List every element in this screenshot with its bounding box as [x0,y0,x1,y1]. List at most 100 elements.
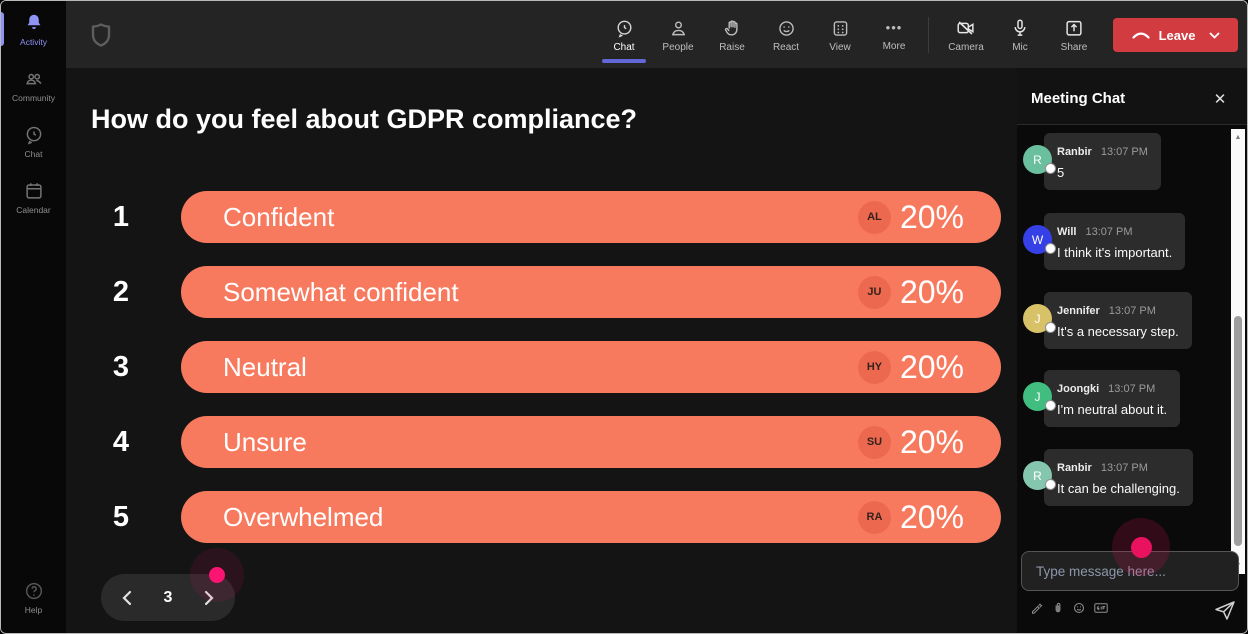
hang-up-icon [1131,32,1150,39]
help-icon [25,582,42,599]
send-message-icon[interactable] [1213,598,1237,622]
sender-name: Joongki [1057,383,1100,395]
poll-result-bar: Somewhat confident JU 20% [181,266,1001,318]
active-tab-underline [602,59,646,63]
scrollbar-thumb[interactable] [1234,316,1242,546]
close-icon[interactable]: ✕ [1213,91,1227,108]
voter-initials-badge: SU [857,425,891,459]
message-timestamp: 13:07 PM [1108,383,1156,395]
option-percentage: 20% [899,498,964,535]
meeting-toolbar: Chat People Raise [66,1,1247,68]
poll-question-title: How do you feel about GDPR compliance? [91,104,638,134]
tab-more[interactable]: ••• More [867,6,921,64]
shield-logo-icon [91,23,111,47]
sidebar-item-calendar[interactable]: Calendar [1,169,66,225]
calendar-icon [25,182,42,199]
gif-icon[interactable] [1094,602,1108,614]
emoji-icon[interactable] [1073,602,1085,614]
option-label: Overwhelmed [223,501,384,532]
message-bubble: Ranbir 13:07 PM It can be challenging. [1044,449,1193,506]
presence-status-dot [1045,479,1056,490]
participant-cursor-dot [1131,537,1152,558]
chat-message-input[interactable] [1021,551,1239,591]
chat-scrollbar[interactable]: ▲ ▼ [1231,129,1245,574]
poll-option-row: 4 Unsure SU 20% [66,416,1017,468]
active-indicator [1,12,4,46]
bell-icon [27,14,40,29]
react-emoji-icon [778,20,794,36]
message-text: It can be challenging. [1057,481,1180,496]
format-pen-icon[interactable] [1031,602,1043,614]
raise-hand-icon [724,19,738,35]
toolbar-tabs: Chat People Raise [597,6,921,64]
message-text: I think it's important. [1057,245,1173,260]
option-percentage: 20% [899,198,964,235]
poll-result-bar: Confident AL 20% [181,191,1001,243]
sidebar-item-label: Calendar [16,204,51,215]
option-label: Unsure [223,426,307,457]
message-bubble: Joongki 13:07 PM I'm neutral about it. [1044,370,1181,427]
chat-message: J Joongki 13:07 PM I'm neutral about it. [1023,370,1181,427]
message-bubble: Will 13:07 PM I think it's important. [1044,213,1186,270]
message-bubble: Jennifer 13:07 PM It's a necessary step. [1044,292,1192,349]
sidebar-item-label: Help [24,604,43,615]
poll-option-row: 2 Somewhat confident JU 20% [66,266,1017,318]
leave-button-label: Leave [1158,27,1196,43]
more-dots-icon: ••• [885,20,903,35]
people-icon [671,21,685,35]
mic-toggle[interactable]: Mic [993,6,1047,64]
sidebar-item-community[interactable]: Community [1,57,66,113]
chat-bubble-icon [26,126,41,145]
share-button[interactable]: Share [1047,6,1101,64]
option-label: Somewhat confident [223,276,459,307]
device-label: Mic [1012,42,1028,53]
compose-toolbar [1031,602,1108,614]
view-grid-icon [833,20,847,36]
option-percentage: 20% [899,423,964,460]
avatar: J [1023,382,1052,411]
chat-panel-title: Meeting Chat [1031,90,1126,107]
tab-react[interactable]: React [759,6,813,64]
voter-initials-badge: AL [857,200,891,234]
sidebar-item-help[interactable]: Help [1,569,66,625]
tab-people[interactable]: People [651,6,705,64]
presence-status-dot [1045,322,1056,333]
chat-message: R Ranbir 13:07 PM It can be challenging. [1023,449,1193,506]
tab-label: Chat [613,41,635,53]
presence-status-dot [1045,243,1056,254]
mic-icon [1014,19,1026,36]
poll-result-bar: Overwhelmed RA 20% [181,491,1001,543]
poll-result-bar: Neutral HY 20% [181,341,1001,393]
leave-button[interactable]: Leave [1113,18,1238,52]
message-bubble: Ranbir 13:07 PM 5 [1044,133,1161,190]
scroll-up-icon[interactable]: ▲ [1234,134,1242,141]
option-number: 4 [112,426,130,458]
message-timestamp: 13:07 PM [1108,305,1156,317]
option-number: 2 [112,276,130,308]
sidebar-item-label: Activity [20,36,47,47]
share-screen-icon [1066,20,1082,36]
next-slide-button[interactable] [203,590,215,606]
poll-option-row: 3 Neutral HY 20% [66,341,1017,393]
sidebar-item-chat[interactable]: Chat [1,113,66,169]
presence-status-dot [1045,163,1056,174]
meeting-chat-panel: Meeting Chat ✕ R Ranbir 13:07 PM 5 W Will… [1017,68,1247,633]
sidebar-item-activity[interactable]: Activity [1,1,66,57]
sidebar-item-label: Community [12,92,55,103]
voter-initials-badge: HY [857,350,891,384]
device-controls: Camera Mic Share [939,6,1101,64]
sender-name: Ranbir [1057,462,1092,474]
sender-name: Jennifer [1057,305,1100,317]
presence-status-dot [1045,400,1056,411]
chat-header: Meeting Chat ✕ [1017,68,1247,125]
camera-toggle[interactable]: Camera [939,6,993,64]
tab-raise[interactable]: Raise [705,6,759,64]
tab-chat[interactable]: Chat [597,6,651,64]
option-percentage: 20% [899,273,964,310]
chat-message: R Ranbir 13:07 PM 5 [1023,133,1161,190]
option-number: 3 [112,351,130,383]
tab-view[interactable]: View [813,6,867,64]
attach-paperclip-icon[interactable] [1052,602,1064,614]
prev-slide-button[interactable] [121,590,133,606]
